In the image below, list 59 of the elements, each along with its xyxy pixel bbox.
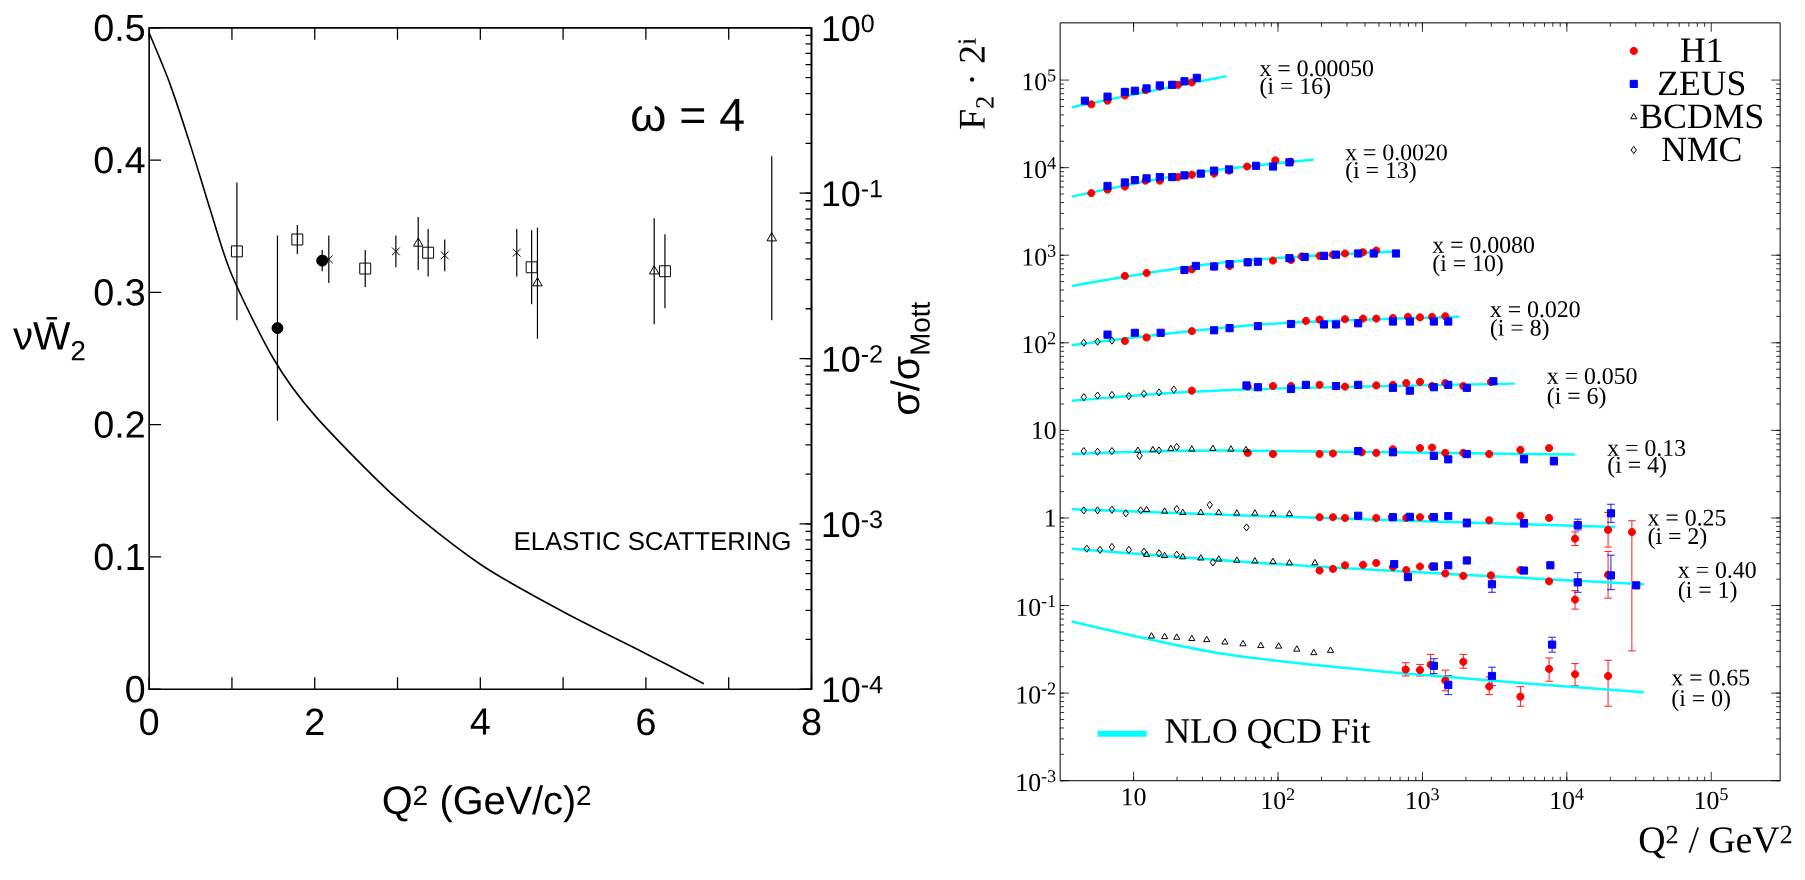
y-tick-label: 10 xyxy=(1033,421,1056,440)
y-tick-label: 0.2 xyxy=(94,411,144,438)
y-tick-label: 10$^{-3}$ xyxy=(1017,770,1056,792)
legend-label: NMC xyxy=(1662,137,1741,162)
y-tick-label: 0.4 xyxy=(94,146,145,174)
annotation: x = 0.13 xyxy=(1607,439,1686,457)
annotation: x = 0.00050 xyxy=(1259,60,1374,77)
y2-tick-label: 10$^{-2}$ xyxy=(823,345,882,372)
annotation: (i = 4) xyxy=(1608,456,1666,478)
y-tick-label: 10$^{4}$ xyxy=(1023,157,1056,179)
y-tick-label: 10$^{3}$ xyxy=(1023,244,1056,266)
annotation: x = 0.050 xyxy=(1546,367,1637,385)
y-axis-title: νW̄$_{2}$ xyxy=(13,316,85,361)
x-tick-label: 10$^{4}$ xyxy=(1551,788,1584,810)
annotation: (i = 10) xyxy=(1433,254,1503,277)
x-axis-title: Q$^{2}$ (GeV/c)$^{2}$ xyxy=(383,785,591,823)
x-tick-label: 10$^{2}$ xyxy=(1262,788,1295,810)
y-tick-label: 10$^{-2}$ xyxy=(1017,682,1056,704)
legend-label: H1 xyxy=(1680,38,1722,62)
y2-axis-title: σ/σ$_{Mott}$ xyxy=(890,301,930,414)
legend-label: BCDMS xyxy=(1640,104,1762,129)
y-tick-label: 10$^{2}$ xyxy=(1023,332,1056,354)
y-tick-label: 10$^{5}$ xyxy=(1023,69,1056,91)
y2-tick-label: 10$^{-1}$ xyxy=(823,179,882,207)
y-tick-label: 0.3 xyxy=(94,278,144,306)
annotation: x = 0.40 xyxy=(1678,561,1756,579)
annotation: (i = 0) xyxy=(1672,689,1730,712)
y-axis-title: F$_{2}$ · 2$^{i}$ xyxy=(958,38,994,129)
x-tick-label: 8 xyxy=(802,708,821,736)
y-tick-label: 0.5 xyxy=(94,14,145,42)
y2-tick-label: 10$^{-3}$ xyxy=(823,510,882,538)
annotation: (i = 2) xyxy=(1648,527,1707,549)
x-tick-label: 10$^{5}$ xyxy=(1695,788,1728,810)
y-tick-label: 0 xyxy=(126,675,145,703)
annotation: (i = 13) xyxy=(1346,161,1416,183)
annotation: x = 0.65 xyxy=(1671,669,1750,686)
y-tick-label: 10$^{-1}$ xyxy=(1017,594,1056,617)
annotation: (i = 16) xyxy=(1260,77,1330,99)
annotation: x = 0.0020 xyxy=(1345,144,1447,161)
annotation: ELASTIC SCATTERING xyxy=(515,531,790,551)
x-tick-label: 4 xyxy=(470,708,490,735)
annotation: ω = 4 xyxy=(632,98,744,132)
annotation: x = 0.020 xyxy=(1490,301,1580,318)
legend-label: ZEUS xyxy=(1658,71,1745,96)
annotation: (i = 1) xyxy=(1678,581,1737,603)
x-tick-label: 10 xyxy=(1122,788,1146,806)
y2-tick-label: 10$^{-4}$ xyxy=(823,675,883,703)
y-tick-label: 1 xyxy=(1046,509,1056,527)
x-tick-label: 2 xyxy=(306,708,324,735)
x-tick-label: 10$^{3}$ xyxy=(1407,788,1439,810)
annotation: (i = 8) xyxy=(1490,318,1549,341)
legend-label: NLO QCD Fit xyxy=(1165,718,1371,749)
annotation: x = 0.0080 xyxy=(1432,236,1534,253)
annotation: x = 0.25 xyxy=(1647,509,1726,526)
x-tick-label: 6 xyxy=(637,708,655,736)
x-axis-title: Q$^{2}$ / GeV$^{2}$ xyxy=(1639,825,1792,859)
y2-tick-label: 10$^{0}$ xyxy=(823,14,874,42)
y-tick-label: 0.1 xyxy=(94,543,144,571)
annotation: (i = 6) xyxy=(1547,387,1606,409)
